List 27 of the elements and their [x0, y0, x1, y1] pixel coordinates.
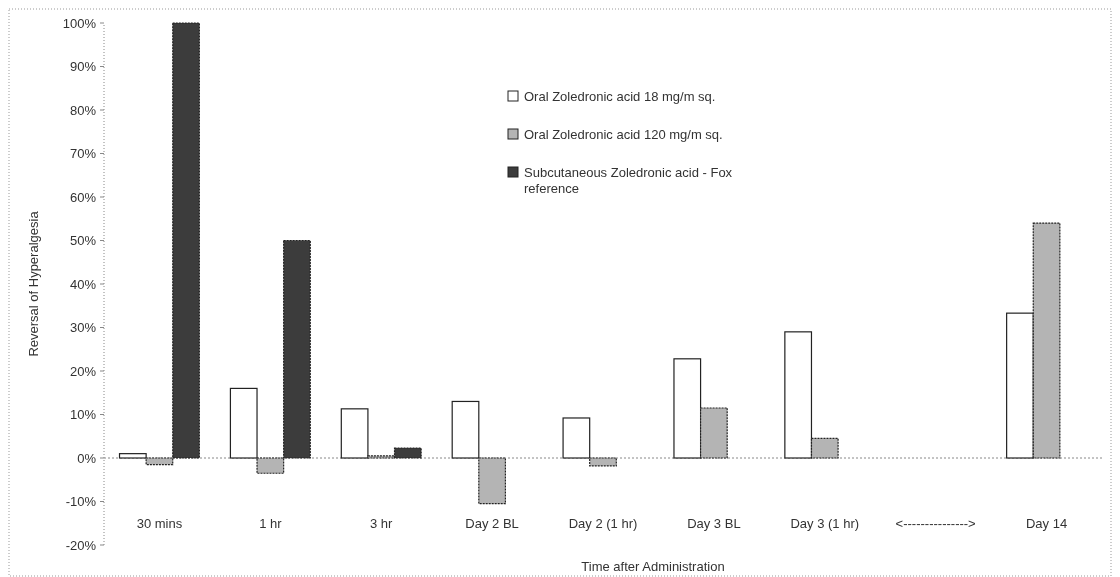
x-tick-label: Day 2 (1 hr)	[568, 515, 638, 531]
x-tick-label: Day 3 (1 hr)	[790, 515, 860, 531]
y-tick-label: 60%	[69, 189, 97, 205]
y-tick-label: 10%	[69, 407, 97, 423]
y-tick-label: 30%	[69, 320, 97, 336]
legend-label: Oral Zoledronic acid 120 mg/m sq.	[524, 126, 723, 142]
y-tick-label: 90%	[69, 59, 97, 75]
x-tick-label: 3 hr	[370, 515, 394, 531]
y-tick-label: 40%	[69, 276, 97, 292]
y-tick-label: 0%	[77, 450, 97, 466]
y-axis-title: Reversal of Hyperalgesia	[26, 210, 41, 357]
x-tick-label: 1 hr	[259, 515, 283, 531]
y-tick-label: 20%	[69, 363, 97, 379]
y-tick-label: 100%	[62, 15, 97, 31]
x-tick-label: <--------------->	[895, 515, 976, 531]
y-tick-label: 80%	[69, 102, 97, 118]
x-tick-label: 30 mins	[136, 515, 183, 531]
legend-label: Subcutaneous Zoledronic acid - Fox reference	[524, 164, 733, 196]
x-tick-label: Day 3 BL	[687, 515, 741, 531]
y-tick-label: -10%	[65, 494, 97, 510]
y-tick-label: -20%	[65, 537, 97, 553]
y-tick-label: 70%	[69, 146, 97, 162]
x-axis-title: Time after Administration	[581, 559, 725, 574]
x-tick-label: Day 14	[1025, 515, 1068, 531]
x-tick-label: Day 2 BL	[465, 515, 519, 531]
y-tick-label: 50%	[69, 233, 97, 249]
legend-label: Oral Zoledronic acid 18 mg/m sq.	[524, 88, 716, 104]
